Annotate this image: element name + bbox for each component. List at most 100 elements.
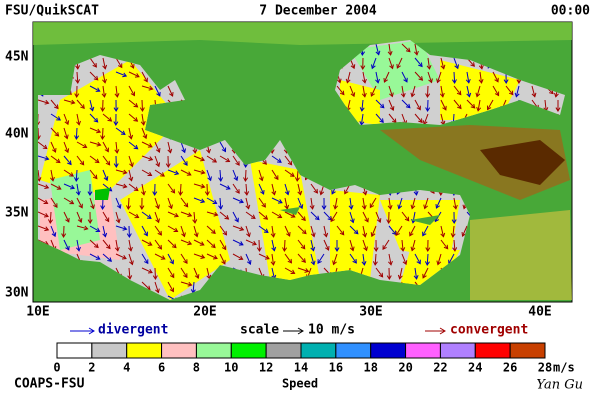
wind-arrow-head [75,65,81,70]
wind-arrow [154,169,165,177]
wind-arrow [219,141,226,152]
wind-arrow [89,253,100,260]
wind-arrow [180,155,188,166]
wind-arrow [492,85,500,96]
wind-arrow-head [376,218,382,224]
wind-arrow-head [413,50,419,56]
header-center: 7 December 2004 [259,4,377,19]
wind-arrow-head [65,302,69,306]
wind-arrow [310,197,314,209]
wind-arrow-head [113,121,119,126]
wind-arrow [50,113,61,121]
wind-arrow [330,211,338,222]
wind-arrow [323,211,332,221]
wind-arrow [371,225,377,237]
wind-arrow-head [256,247,262,252]
wind-arrow-head [310,246,316,252]
wind-arrow [426,85,429,98]
wind-arrow-head [155,218,160,224]
lon-label: 20E [193,305,216,320]
wind-arrow-head [470,62,475,67]
wind-arrow-head [397,204,403,210]
wind-arrow-head [134,73,140,78]
wind-arrow-head [379,103,385,109]
wind-arrow [115,225,127,230]
wind-arrow [440,113,445,125]
colorbar-tick-label: 10 [224,361,238,375]
wind-arrow-head [494,77,499,83]
wind-arrow-head [146,214,152,219]
wind-arrow-head [101,93,107,98]
wind-arrow [141,211,152,219]
wind-arrow-head [126,205,131,210]
wind-arrow [258,183,265,195]
wind-arrow-head [147,268,153,274]
wind-arrow [297,239,306,250]
wind-arrow [167,169,179,175]
wind-arrow [411,197,416,209]
wind-arrow [426,253,429,266]
wind-arrow [154,239,162,250]
wind-arrow [76,197,83,208]
wind-arrow-head [181,148,187,154]
wind-arrow-head [309,205,315,210]
wind-arrow-head [192,149,198,154]
wind-arrow-head [49,176,55,182]
wind-arrow-head [364,217,369,223]
wind-arrow [63,155,72,165]
wind-arrow-head [225,157,231,163]
colorbar-tick-label: 20 [398,361,412,375]
wind-arrow-head [79,160,85,166]
wind-arrow-head [44,155,50,161]
wind-arrow-head [143,77,148,83]
wind-arrow-head [350,64,356,70]
wind-arrow [462,225,468,237]
wind-arrow-head [264,255,270,260]
wind-arrow [128,71,140,78]
map [32,21,573,306]
wind-arrow-head [169,91,174,97]
wind-arrow-head [297,190,303,196]
wind-arrow-head [250,214,256,219]
wind-arrow [63,113,69,125]
wind-arrow-head [387,205,393,210]
wind-arrow-head [100,107,106,112]
wind-arrow-head [83,225,89,231]
wind-arrow [115,239,119,251]
wind-arrow [38,155,49,160]
wind-arrow [38,141,48,149]
wind-arrow [453,71,456,84]
wind-arrow-head [287,258,293,264]
wind-arrow-head [435,203,441,209]
wind-arrow [271,211,282,218]
wind-arrow-head [389,64,394,70]
wind-arrow-head [122,225,128,231]
wind-arrow [544,99,547,111]
wind-arrow [388,197,392,209]
wind-arrow [63,99,75,104]
wind-arrow-head [160,255,166,260]
wind-arrow-head [53,203,58,209]
wind-arrow [167,225,178,232]
wind-arrow [232,169,238,181]
wind-arrow-head [548,89,554,95]
wind-arrow [193,183,205,188]
wind-arrow [401,99,411,109]
wind-arrow [440,99,447,111]
wind-arrow [453,99,462,109]
wind-arrow [284,211,296,218]
wind-arrow [167,281,174,292]
wind-arrow [115,57,123,68]
wind-arrow-head [324,245,330,251]
wind-arrow [427,57,430,69]
wind-arrow [323,239,330,251]
wind-arrow-head [128,246,133,252]
wind-arrow [232,225,244,231]
wind-arrow [219,169,222,182]
wind-arrow-head [352,258,357,264]
wind-arrow [141,169,152,176]
wind-arrow [63,183,75,189]
colorbar-box [474,342,511,359]
wind-arrow [89,127,101,133]
wind-arrow-head [168,204,173,210]
